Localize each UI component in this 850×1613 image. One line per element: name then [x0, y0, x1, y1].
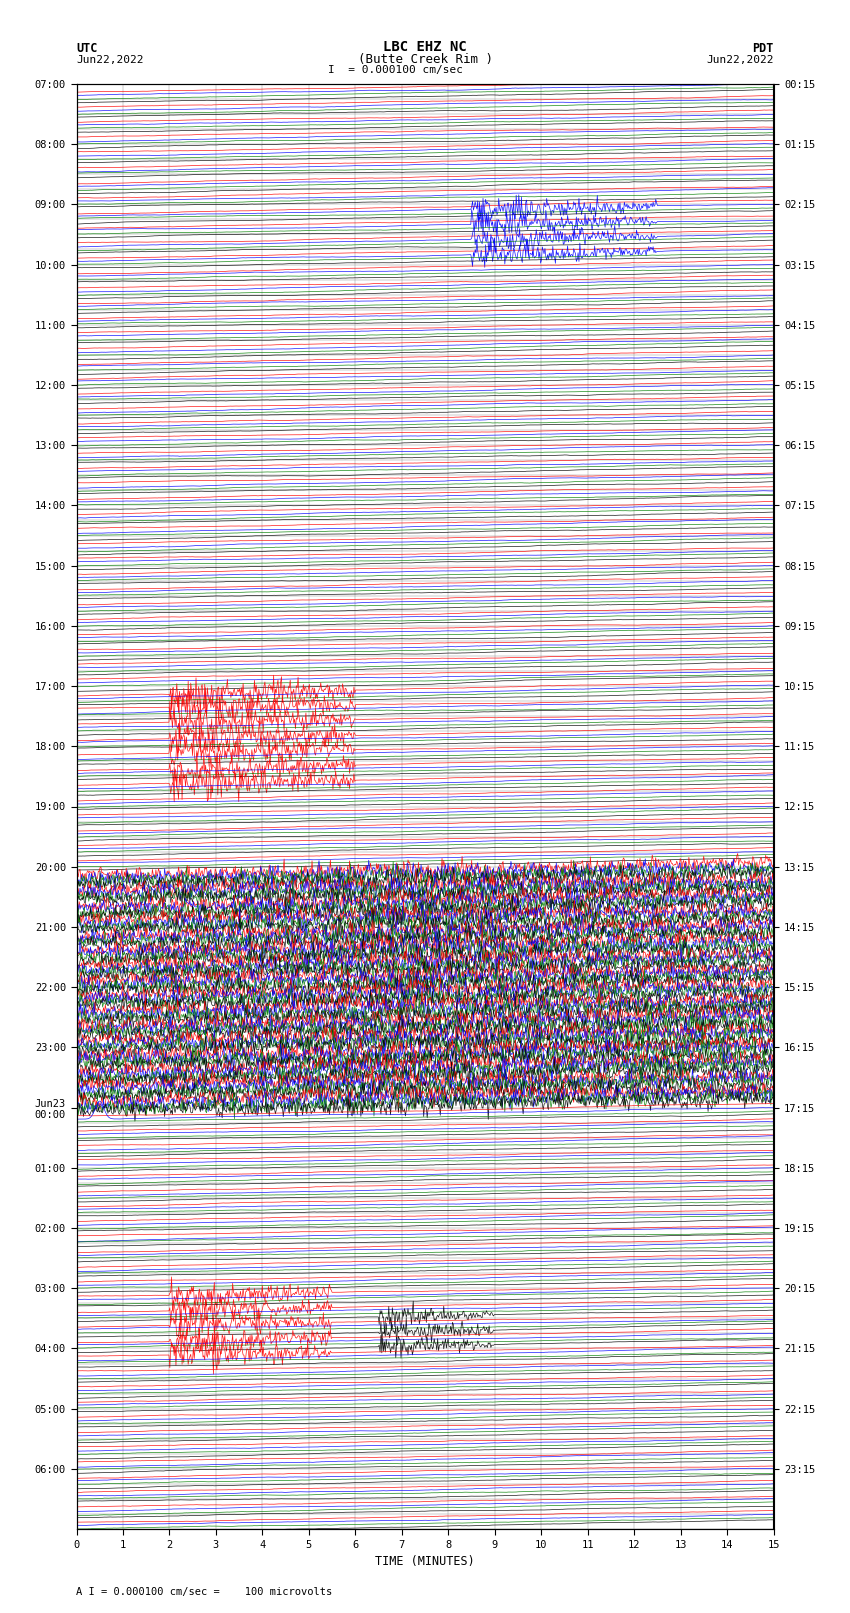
Text: Jun22,2022: Jun22,2022	[76, 55, 144, 65]
Text: PDT: PDT	[752, 42, 774, 55]
Text: A I = 0.000100 cm/sec =    100 microvolts: A I = 0.000100 cm/sec = 100 microvolts	[76, 1587, 332, 1597]
Text: UTC: UTC	[76, 42, 98, 55]
X-axis label: TIME (MINUTES): TIME (MINUTES)	[375, 1555, 475, 1568]
Text: (Butte Creek Rim ): (Butte Creek Rim )	[358, 53, 492, 66]
Text: Jun22,2022: Jun22,2022	[706, 55, 774, 65]
Text: I  = 0.000100 cm/sec: I = 0.000100 cm/sec	[328, 65, 462, 74]
Text: LBC EHZ NC: LBC EHZ NC	[383, 40, 467, 55]
